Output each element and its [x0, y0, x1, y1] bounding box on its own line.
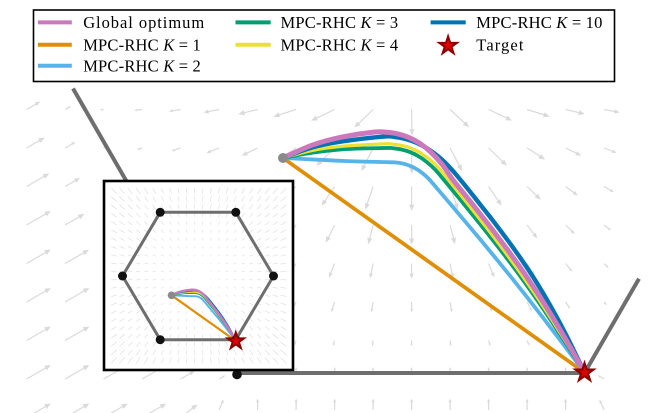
- svg-text:Target: Target: [476, 35, 524, 54]
- svg-text:MPC-RHC K = 4: MPC-RHC K = 4: [281, 35, 399, 54]
- svg-text:MPC-RHC K = 2: MPC-RHC K = 2: [83, 56, 201, 75]
- svg-text:MPC-RHC K = 10: MPC-RHC K = 10: [476, 13, 602, 32]
- svg-text:Global optimum: Global optimum: [83, 13, 205, 32]
- svg-text:MPC-RHC K = 1: MPC-RHC K = 1: [83, 35, 201, 54]
- svg-text:MPC-RHC K = 3: MPC-RHC K = 3: [281, 13, 399, 32]
